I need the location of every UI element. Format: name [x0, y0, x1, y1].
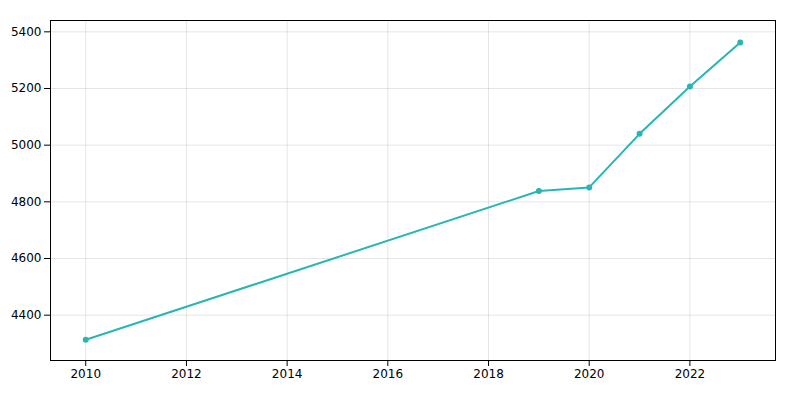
svg-text:2016: 2016: [373, 367, 404, 381]
svg-text:4600: 4600: [11, 251, 42, 265]
svg-text:5200: 5200: [11, 81, 42, 95]
svg-text:2020: 2020: [574, 367, 605, 381]
svg-text:2012: 2012: [171, 367, 202, 381]
svg-text:5400: 5400: [11, 25, 42, 39]
svg-text:2018: 2018: [473, 367, 504, 381]
svg-text:4400: 4400: [11, 308, 42, 322]
svg-text:4800: 4800: [11, 195, 42, 209]
svg-text:5000: 5000: [11, 138, 42, 152]
svg-text:2022: 2022: [675, 367, 706, 381]
svg-text:2014: 2014: [272, 367, 303, 381]
svg-text:2010: 2010: [70, 367, 101, 381]
